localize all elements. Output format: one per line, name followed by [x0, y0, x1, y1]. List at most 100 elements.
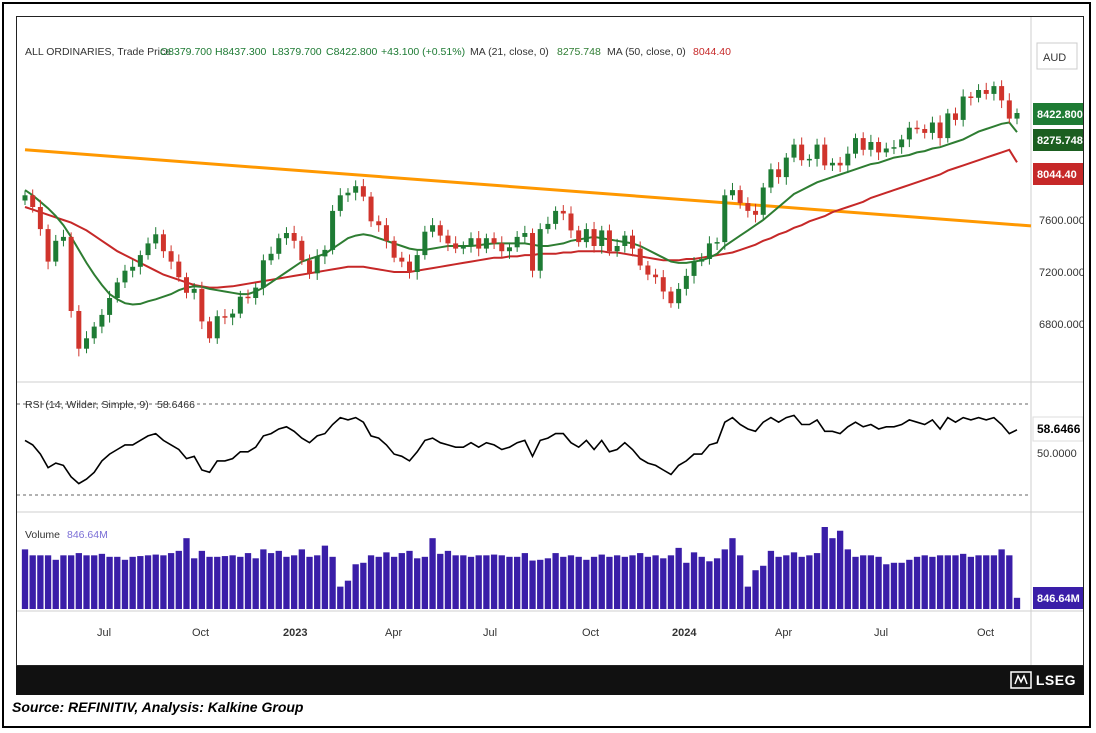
volume-bar: [390, 556, 398, 609]
volume-bar: [744, 586, 752, 609]
volume-bar: [191, 558, 198, 609]
volume-bar: [252, 558, 259, 609]
rsi-legend-value: 58.6466: [157, 399, 195, 411]
volume-bar: [583, 559, 590, 609]
volume-value-tag-text: 846.64M: [1037, 593, 1080, 605]
candle-body: [199, 288, 205, 322]
candle-body: [860, 138, 866, 150]
candle-body: [245, 296, 251, 299]
volume-bar: [790, 552, 798, 609]
ma50-price-tag-text: 8044.40: [1037, 169, 1077, 181]
volume-bar: [944, 555, 951, 609]
candle-body: [906, 127, 912, 140]
candle-body: [222, 316, 228, 318]
volume-bar: [167, 553, 175, 609]
price-tick-6800: 6800.000: [1039, 319, 1083, 331]
candle-body: [214, 316, 220, 339]
candle-body: [253, 287, 259, 298]
volume-bar: [752, 570, 759, 609]
candle-body: [791, 144, 797, 158]
candle-body: [314, 256, 320, 274]
volume-bar: [783, 555, 790, 609]
volume-bar: [883, 564, 890, 609]
volume-bar: [398, 553, 405, 609]
candle-body: [122, 270, 128, 283]
candle-body: [676, 288, 682, 304]
candle-body: [845, 153, 851, 166]
trend-line: [24, 148, 1032, 228]
lseg-logo-icon: [1010, 671, 1032, 689]
legend-ma50-value: 8044.40: [693, 46, 731, 58]
candle-body: [599, 230, 605, 246]
candle-body: [506, 247, 512, 252]
volume-bar: [629, 555, 636, 609]
volume-bar: [821, 527, 828, 609]
volume-bar: [198, 550, 206, 609]
candle-body: [453, 243, 459, 249]
x-tick-apr-2023: Apr: [385, 627, 402, 639]
volume-bar: [521, 553, 528, 609]
volume-bar: [860, 555, 867, 609]
candle-body: [406, 261, 412, 272]
candle-body: [822, 144, 828, 166]
volume-bar: [375, 556, 382, 609]
volume-bar: [337, 586, 344, 609]
volume-bar: [460, 555, 467, 609]
volume-legend: Volume: [25, 529, 60, 541]
candle-body: [207, 321, 213, 339]
brand-label: LSEG: [1035, 672, 1076, 688]
legend-high: H8437.300: [215, 46, 267, 58]
candle-body: [960, 96, 966, 120]
volume-bar: [975, 555, 982, 609]
volume-bar: [137, 556, 144, 609]
volume-bar: [260, 549, 267, 609]
volume-bar: [475, 555, 482, 609]
ma50-price-tag: [1033, 163, 1083, 185]
volume-bar: [767, 550, 775, 609]
candle-body: [153, 234, 159, 244]
volume-bar: [575, 556, 582, 609]
volume-bar: [537, 559, 544, 609]
candle-body: [337, 195, 343, 211]
volume-bar: [667, 555, 675, 609]
candle-body: [399, 257, 405, 262]
candle-body: [560, 210, 566, 214]
volume-bar: [483, 555, 490, 609]
currency-box[interactable]: [1036, 42, 1078, 70]
volume-bar: [114, 556, 121, 609]
x-tick-oct-2023: Oct: [582, 627, 599, 639]
legend-ma21-value: 8275.748: [557, 46, 601, 58]
rsi-legend: RSI (14, Wilder, Simple, 9): [25, 399, 149, 411]
chart-svg: ALL ORDINARIES, Trade Price O8379.700 H8…: [17, 17, 1085, 665]
x-tick-jul-2022: Jul: [97, 627, 111, 639]
volume-bar: [229, 555, 236, 609]
candle-body: [114, 282, 120, 298]
candle-body: [76, 311, 82, 349]
price-tick-7200: 7200.000: [1039, 267, 1083, 279]
volume-bar: [644, 556, 652, 609]
candle-body: [829, 162, 835, 166]
candle-body: [568, 213, 574, 231]
source-caption: Source: REFINITIV, Analysis: Kalkine Gro…: [12, 699, 304, 715]
volume-bar: [737, 555, 744, 609]
candle-body: [391, 240, 397, 258]
volume-bar: [690, 552, 698, 609]
candle-body: [99, 314, 105, 327]
candle-body: [499, 243, 505, 252]
candle-body: [84, 338, 90, 349]
x-tick-jul-2023: Jul: [483, 627, 497, 639]
candle-body: [745, 203, 751, 211]
volume-bar: [83, 555, 90, 609]
volume-bar: [60, 555, 67, 609]
volume-bar: [983, 555, 990, 609]
candle-body: [468, 238, 474, 246]
candle-body: [53, 240, 59, 262]
volume-bar: [952, 555, 959, 609]
volume-bar: [206, 556, 213, 609]
volume-bar: [683, 562, 690, 609]
volume-bar: [283, 556, 290, 609]
volume-legend-value: 846.64M: [67, 529, 108, 541]
x-tick-jul-2024: Jul: [874, 627, 888, 639]
volume-bar: [152, 554, 159, 609]
candle-body: [683, 275, 689, 289]
